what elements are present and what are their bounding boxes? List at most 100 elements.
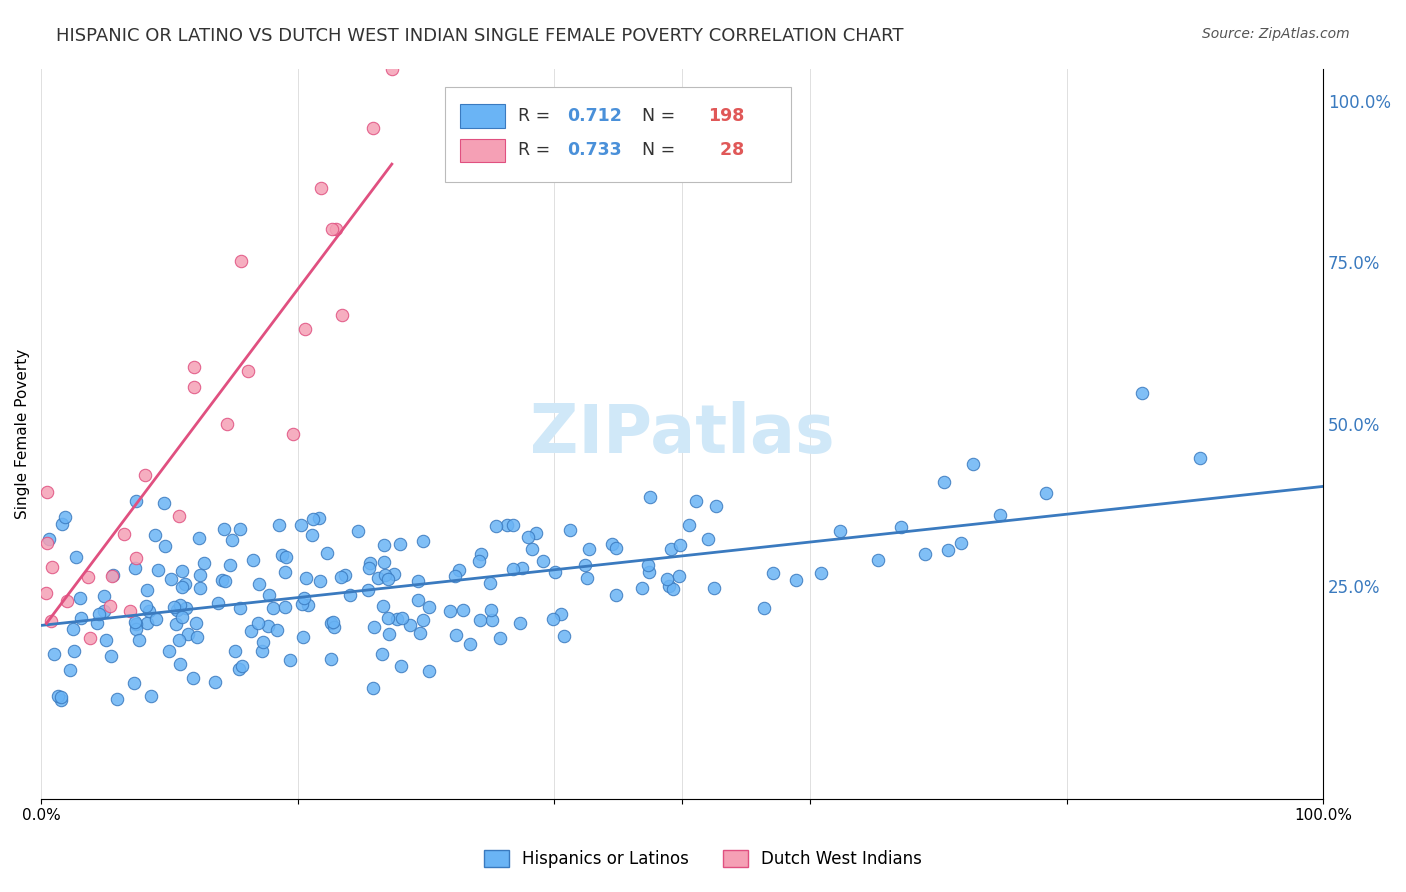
Text: 0.733: 0.733 [567,141,621,160]
Point [374,568,396,582]
Point [330,308,353,322]
Point [531,554,554,568]
Point [605,588,627,602]
Point [219,558,242,573]
Point [217,417,239,432]
Point [297,599,319,613]
Point [631,581,654,595]
Point [120,604,142,618]
FancyBboxPatch shape [460,104,505,128]
Point [668,538,690,552]
Point [128,633,150,648]
Point [212,522,235,536]
Point [250,643,273,657]
Point [124,615,146,629]
Text: N =: N = [631,107,681,125]
Point [308,511,330,525]
Point [489,631,512,645]
Point [335,567,357,582]
Point [125,494,148,508]
Point [214,574,236,588]
Point [810,566,832,580]
Point [357,560,380,574]
Point [541,612,564,626]
Point [138,604,160,618]
Point [183,380,205,394]
Point [174,577,197,591]
Point [830,524,852,538]
Point [962,457,984,471]
Point [152,496,174,510]
Point [93,604,115,618]
Point [246,616,269,631]
Point [167,509,190,524]
Point [65,549,87,564]
Point [412,533,434,548]
Point [146,562,169,576]
Point [522,541,544,556]
Point [373,599,395,613]
Point [177,627,200,641]
Point [309,181,332,195]
Point [485,519,508,533]
Point [134,467,156,482]
Point [41,559,63,574]
Point [321,652,343,666]
Point [183,359,205,374]
Point [163,600,186,615]
Point [418,599,440,614]
Point [135,583,157,598]
Point [668,569,690,583]
Point [600,537,623,551]
Point [145,612,167,626]
Point [785,573,807,587]
Point [229,600,252,615]
Text: 0.712: 0.712 [567,107,621,125]
Point [267,518,290,533]
Point [914,547,936,561]
Point [558,524,581,538]
Point [378,626,401,640]
Point [55,510,77,524]
Point [239,624,262,638]
Point [96,632,118,647]
Point [103,568,125,582]
Point [658,578,681,592]
Point [381,62,404,76]
Point [516,529,538,543]
Point [685,494,707,508]
Point [391,611,413,625]
Point [76,570,98,584]
Point [93,589,115,603]
Point [135,599,157,613]
Point [136,616,159,631]
Point [361,120,384,135]
Point [169,657,191,672]
Point [143,527,166,541]
Point [866,553,889,567]
Point [51,690,73,704]
Point [468,554,491,568]
Point [399,617,422,632]
Text: R =: R = [517,141,555,160]
Point [451,603,474,617]
FancyBboxPatch shape [460,138,505,162]
Text: N =: N = [631,141,681,160]
Point [35,484,58,499]
Point [270,548,292,562]
Point [762,566,785,581]
Point [125,616,148,631]
Point [167,632,190,647]
Point [301,528,323,542]
Point [373,539,395,553]
Point [262,600,284,615]
Point [39,614,62,628]
Text: R =: R = [517,107,555,125]
Point [172,564,194,578]
Point [169,599,191,613]
Point [418,664,440,678]
Point [141,689,163,703]
Point [988,508,1011,523]
Point [257,619,280,633]
Point [544,566,567,580]
